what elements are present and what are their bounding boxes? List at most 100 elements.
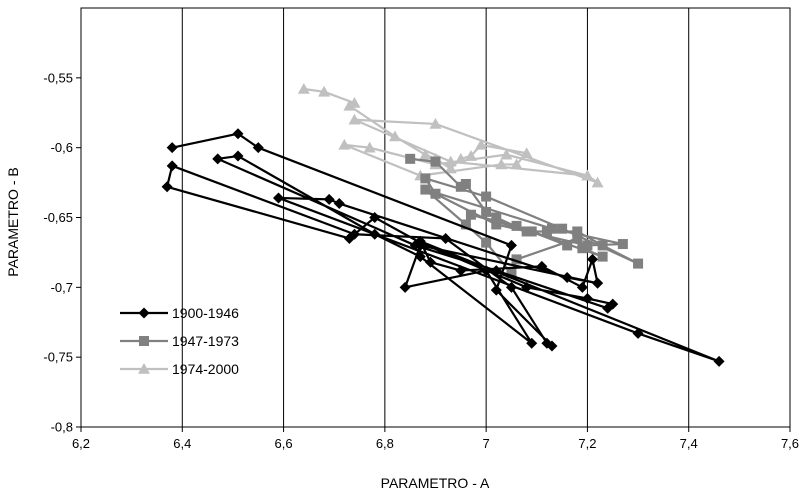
data-point — [232, 150, 244, 162]
data-point — [572, 226, 583, 237]
y-tick-label: -0,75 — [43, 350, 73, 365]
data-point — [490, 284, 502, 296]
x-tick-label: 6,2 — [72, 436, 90, 451]
data-point — [232, 128, 244, 140]
data-point — [455, 265, 467, 277]
y-tick-label: -0,8 — [51, 420, 73, 435]
data-point — [424, 256, 436, 268]
x-tick-label: 7,6 — [781, 436, 799, 451]
data-point — [510, 158, 523, 170]
data-point — [455, 181, 466, 192]
data-point — [581, 293, 593, 305]
data-point — [491, 219, 502, 230]
data-point — [399, 281, 411, 293]
data-point — [582, 240, 593, 251]
x-tick-label: 7,4 — [680, 436, 698, 451]
data-point — [495, 158, 508, 170]
y-axis-title: PARAMETRO - B — [5, 167, 21, 276]
data-point — [405, 153, 416, 164]
x-tick-label: 6,4 — [173, 436, 191, 451]
data-point — [481, 206, 492, 217]
data-point — [369, 228, 381, 240]
data-point — [333, 198, 345, 210]
legend-marker — [138, 363, 150, 374]
data-point — [526, 337, 538, 349]
data-point — [546, 223, 557, 234]
data-point — [430, 188, 441, 199]
data-point — [480, 265, 492, 277]
data-point — [511, 254, 522, 265]
legend-label: 1974-2000 — [172, 361, 239, 377]
data-point — [586, 253, 598, 265]
data-point — [414, 251, 426, 263]
data-point — [577, 243, 588, 254]
data-point — [273, 192, 285, 204]
data-point — [597, 251, 608, 262]
data-point — [557, 223, 568, 234]
legend-label: 1947-1973 — [172, 333, 239, 349]
data-point — [632, 327, 644, 339]
data-point — [460, 178, 471, 189]
data-point — [581, 169, 594, 181]
x-axis-title: PARAMETRO - A — [381, 475, 490, 491]
data-point — [444, 155, 457, 167]
data-point — [414, 235, 426, 247]
y-tick-label: -0,65 — [43, 210, 73, 225]
legend: 1900-1946 1947-1973 1974-2000 — [120, 305, 239, 377]
data-point — [561, 272, 573, 284]
series-1900-1946 — [161, 128, 725, 367]
data-point — [420, 173, 431, 184]
y-tick-label: -0,6 — [51, 140, 73, 155]
legend-marker — [139, 336, 149, 346]
data-point — [541, 337, 553, 349]
data-point — [511, 220, 522, 231]
y-tick-label: -0,55 — [43, 70, 73, 85]
x-tick-label: 6,8 — [376, 436, 394, 451]
data-point — [591, 176, 604, 188]
legend-label: 1900-1946 — [172, 305, 239, 321]
data-point — [166, 160, 178, 172]
data-point — [505, 281, 517, 293]
data-point — [318, 85, 331, 97]
data-point — [541, 226, 552, 237]
data-point — [592, 277, 604, 289]
data-point — [633, 258, 644, 269]
data-point — [363, 141, 376, 153]
data-point — [388, 130, 401, 142]
data-point — [465, 209, 476, 220]
data-point — [490, 265, 502, 277]
data-point — [166, 142, 178, 154]
data-point — [526, 226, 537, 237]
data-point — [602, 302, 614, 314]
data-point — [597, 240, 608, 251]
data-point — [444, 162, 457, 174]
data-point — [500, 148, 513, 160]
data-point — [440, 232, 452, 244]
data-point — [521, 226, 532, 237]
data-point — [420, 184, 431, 195]
data-point — [454, 152, 467, 164]
data-point — [212, 153, 224, 165]
data-point — [429, 117, 442, 129]
data-point — [252, 142, 264, 154]
data-point — [348, 113, 361, 125]
series-1974-2000 — [297, 83, 604, 188]
legend-marker — [138, 307, 150, 319]
x-tick-label: 7,2 — [578, 436, 596, 451]
data-point — [430, 156, 441, 167]
data-point — [161, 181, 173, 193]
series-1947-1973 — [405, 153, 644, 279]
x-tick-label: 6,6 — [275, 436, 293, 451]
data-point — [369, 212, 381, 223]
data-point — [506, 268, 517, 279]
data-point — [460, 219, 471, 230]
data-point — [338, 138, 351, 150]
data-point — [464, 150, 477, 161]
data-point — [343, 99, 356, 111]
axis-ticks: 6,2 6,4 6,6 6,8 7 7,2 7,4 7,6 -0,55 -0,6 -0,65 -0,7… — [43, 70, 799, 451]
data-point — [520, 147, 533, 159]
data-point — [505, 239, 517, 251]
data-point — [521, 281, 533, 293]
data-point — [562, 240, 573, 251]
